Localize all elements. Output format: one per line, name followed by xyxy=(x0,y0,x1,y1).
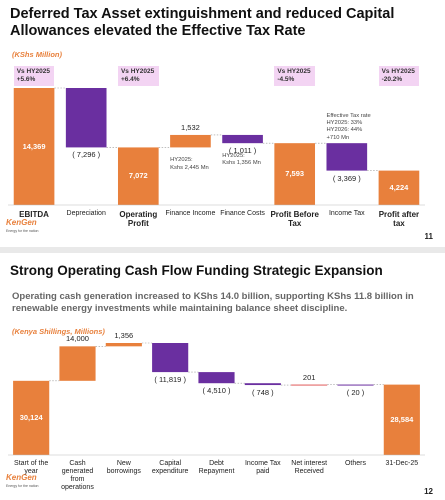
bar xyxy=(65,88,107,148)
callout: Vs HY2025 -4.5% xyxy=(274,66,315,86)
chart xyxy=(8,342,425,456)
bar xyxy=(274,143,316,205)
logo: KenGen xyxy=(6,473,37,482)
bar xyxy=(378,170,420,205)
bar xyxy=(222,134,263,144)
value-label: ( 4,510 ) xyxy=(202,386,231,396)
value-label: 7,593 xyxy=(285,169,305,179)
x-tick-label: Finance Income xyxy=(165,210,216,217)
callout: Vs HY2025 +6.4% xyxy=(117,66,159,86)
logo-tagline: Energy for the nation xyxy=(6,484,39,488)
x-tick-label: Start of the year xyxy=(14,460,49,476)
subtitle: Operating cash generation increased to K… xyxy=(12,291,414,315)
slide-title: Strong Operating Cash Flow Funding Strat… xyxy=(10,263,383,278)
value-label: 28,584 xyxy=(390,414,414,424)
bar xyxy=(244,383,281,386)
logo-tagline: Energy for the nation xyxy=(6,229,39,233)
x-tick-label: Income Tax xyxy=(328,210,365,217)
x-tick-label: New borrowings xyxy=(106,460,141,476)
logo: KenGen xyxy=(6,218,37,227)
bar xyxy=(383,384,420,455)
page-number: 12 xyxy=(424,487,433,496)
x-tick-label: Capital expenditure xyxy=(151,460,189,476)
value-label: 1,356 xyxy=(114,331,134,340)
x-tick-label: Profit after tax xyxy=(378,210,420,229)
callout: Vs HY2025 +5.6% xyxy=(13,66,55,86)
bar xyxy=(337,384,374,386)
x-tick-label: 31-Dec-25 xyxy=(385,460,419,467)
page-number: 11 xyxy=(424,232,433,241)
x-tick-label: Others xyxy=(344,460,366,467)
chart xyxy=(8,87,425,206)
x-tick-label: EBITDA xyxy=(19,210,49,219)
bar xyxy=(291,384,328,386)
unit-label: (Kenya Shillings, Millions) xyxy=(12,327,105,336)
bar xyxy=(326,143,368,171)
value-label: ( 3,369 ) xyxy=(332,173,361,183)
value-label: 201 xyxy=(302,372,316,382)
bar xyxy=(198,372,235,384)
bar xyxy=(117,147,159,205)
x-tick-label: Profit Before Tax xyxy=(270,210,319,229)
x-tick-label: Cash generated from operations xyxy=(61,460,94,492)
callout: Vs HY2025 -20.2% xyxy=(378,66,420,86)
note: Effective Tax rate HY2025: 33% HY2026: 4… xyxy=(326,113,371,141)
x-tick-label: Net interest Received xyxy=(291,460,328,476)
x-tick-label: Income Tax paid xyxy=(244,460,281,476)
slide-title: Deferred Tax Asset extinguishment and re… xyxy=(10,6,395,40)
bar xyxy=(105,343,142,347)
note: HY2025: Kshs 2,445 Mn xyxy=(170,157,209,171)
slide: Deferred Tax Asset extinguishment and re… xyxy=(0,0,445,245)
bar xyxy=(59,346,96,381)
bar xyxy=(13,88,55,205)
value-label: ( 11,819 ) xyxy=(154,375,186,385)
bar xyxy=(13,380,50,455)
value-label: 7,072 xyxy=(128,171,148,181)
value-label: ( 7,296 ) xyxy=(72,150,101,160)
x-tick-label: Debt Repayment xyxy=(198,460,235,476)
value-label: ( 20 ) xyxy=(346,387,365,397)
slide: Strong Operating Cash Flow Funding Strat… xyxy=(0,255,445,500)
value-label: 14,369 xyxy=(22,141,46,151)
value-label: ( 1,011 ) xyxy=(228,146,257,156)
unit-label: (KShs Million) xyxy=(12,50,62,59)
bar xyxy=(170,134,211,148)
bar xyxy=(152,343,189,373)
value-label: 30,124 xyxy=(19,412,43,422)
value-label: 14,000 xyxy=(66,334,89,344)
separator xyxy=(0,247,445,253)
x-tick-label: Operating Profit xyxy=(119,210,158,229)
value-label: 4,224 xyxy=(389,182,409,192)
x-tick-label: Finance Costs xyxy=(220,210,265,217)
value-label: 1,532 xyxy=(181,122,200,132)
value-label: ( 748 ) xyxy=(251,388,274,398)
note: HY2025: Kshs 1,356 Mn xyxy=(222,153,261,167)
x-tick-label: Depreciation xyxy=(66,210,106,217)
